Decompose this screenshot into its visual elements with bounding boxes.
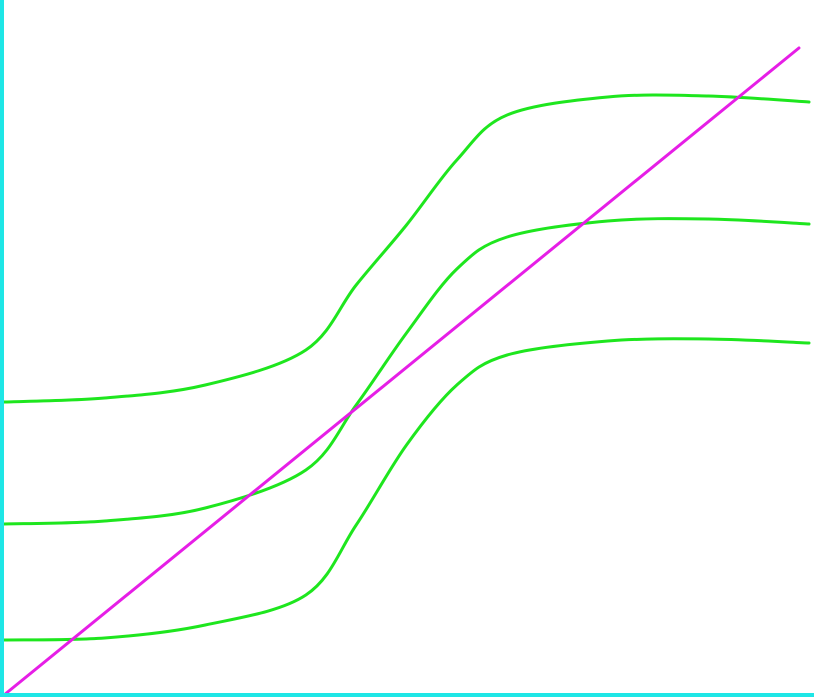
diagonal-line (2, 46, 801, 697)
series-layer (2, 46, 811, 697)
sigmoid-curve-1 (2, 93, 811, 404)
sigmoid-curve-2 (2, 217, 811, 526)
sigmoid-curve-3 (2, 337, 811, 642)
